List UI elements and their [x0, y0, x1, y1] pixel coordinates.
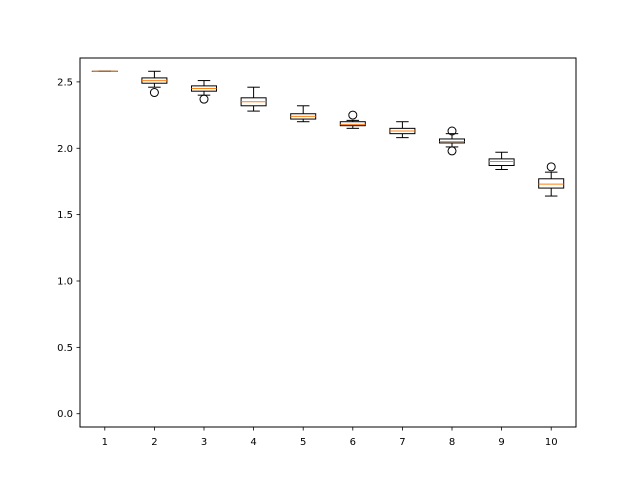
outlier-point — [447, 126, 457, 136]
box-iqr — [339, 121, 366, 127]
plot-area — [80, 58, 576, 427]
outlier-point — [447, 146, 457, 156]
y-axis: 0.0 0.5 1.0 1.5 2.0 2.5 — [57, 77, 80, 420]
x-tick-label: 7 — [399, 437, 405, 448]
x-tick-label: 10 — [545, 437, 558, 448]
box-group-8 — [439, 126, 465, 156]
box-group-2 — [141, 70, 168, 98]
y-tick-label: 1.5 — [57, 210, 73, 221]
x-tick-label: 4 — [250, 437, 256, 448]
x-tick-label: 6 — [350, 437, 356, 448]
box-iqr — [488, 158, 515, 167]
y-tick-label: 2.0 — [57, 144, 73, 155]
box-group-7 — [389, 121, 416, 139]
box-group-9 — [488, 151, 515, 170]
outlier-point — [348, 110, 358, 120]
x-tick-label: 3 — [201, 437, 207, 448]
box-iqr — [538, 178, 565, 189]
box-group-4 — [240, 86, 267, 112]
x-tick-label: 9 — [498, 437, 504, 448]
x-tick-label: 1 — [102, 437, 108, 448]
x-tick-label: 5 — [300, 437, 306, 448]
x-axis: 1 2 3 4 5 6 7 8 9 10 — [102, 427, 558, 448]
outlier-point — [149, 88, 159, 98]
boxes-layer — [91, 70, 565, 197]
box-group-6 — [339, 110, 366, 129]
outlier-point — [546, 162, 556, 172]
axes-border — [79, 57, 577, 428]
outlier-point — [199, 94, 209, 104]
box-iqr — [439, 138, 465, 144]
y-tick-label: 0.5 — [57, 343, 73, 354]
box-group-5 — [290, 105, 317, 123]
x-tick-label: 8 — [449, 437, 455, 448]
x-tick-label: 2 — [151, 437, 157, 448]
y-tick-label: 2.5 — [57, 77, 73, 88]
y-tick-label: 1.0 — [57, 276, 73, 287]
y-tick-label: 0.0 — [57, 409, 73, 420]
box-group-10 — [538, 162, 565, 197]
box-group-3 — [191, 80, 217, 104]
